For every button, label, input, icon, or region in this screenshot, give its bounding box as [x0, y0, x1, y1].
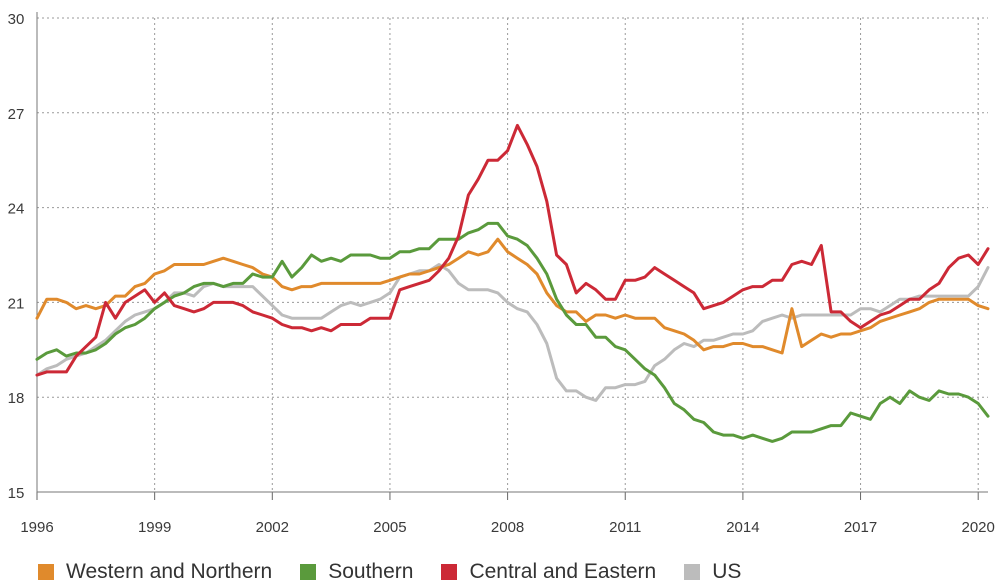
- legend-label-central-eastern: Central and Eastern: [469, 560, 657, 583]
- y-tick-label: 27: [8, 106, 25, 123]
- legend-label-southern: Southern: [328, 560, 414, 583]
- x-tick-label: 2020: [962, 519, 995, 536]
- grid: [37, 17, 988, 493]
- y-tick-label: 21: [8, 295, 25, 312]
- legend-swatch-central-eastern: [441, 564, 458, 580]
- legend-swatch-southern: [300, 564, 317, 580]
- legend-label-us: US: [712, 560, 742, 583]
- y-tick-label: 24: [8, 201, 25, 218]
- x-tick-label: 2005: [373, 519, 406, 536]
- x-tick-label: 2011: [609, 519, 641, 536]
- axes: 15 18 21 24 27 30 1996 1999 2002 2005 2008 2011 2014…: [8, 11, 995, 536]
- x-tick-label: 2017: [844, 519, 877, 536]
- series-line-central-eastern: [35, 123, 990, 377]
- legend-item-southern: Southern: [300, 560, 413, 584]
- x-tick-label: 1996: [20, 519, 53, 536]
- series-line-us: [35, 263, 990, 402]
- legend-item-western-northern: Western and Northern: [38, 560, 272, 584]
- legend-label-western-northern: Western and Northern: [66, 560, 273, 583]
- x-tick-label: 1999: [138, 519, 171, 536]
- legend-swatch-western-northern: [38, 564, 54, 580]
- legend-item-central-eastern: Central and Eastern: [441, 560, 656, 584]
- series-line-western-northern: [35, 237, 990, 355]
- x-tick-label: 2002: [256, 519, 289, 536]
- legend-item-us: US: [684, 560, 741, 584]
- y-tick-label: 30: [8, 11, 25, 28]
- legend: Western and Northern Southern Central an…: [38, 560, 769, 584]
- series-line-southern: [35, 221, 990, 443]
- x-tick-label: 2014: [726, 519, 759, 536]
- y-tick-label: 15: [8, 485, 25, 502]
- series-lines: [35, 123, 990, 443]
- legend-swatch-us: [684, 564, 701, 580]
- x-tick-label: 2008: [491, 519, 524, 536]
- y-tick-label: 18: [8, 390, 25, 407]
